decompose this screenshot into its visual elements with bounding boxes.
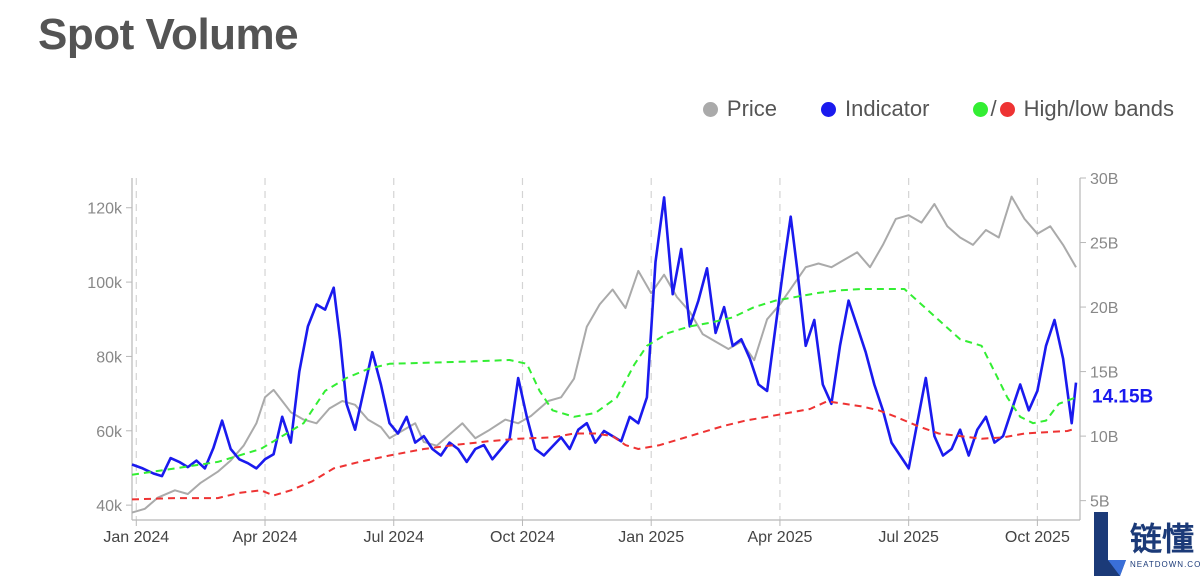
brand-watermark: 链懂 NEATDOWN.COM <box>1090 508 1200 581</box>
x-tick-label-7: Oct 2025 <box>1005 529 1070 546</box>
x-tick-label-2: Jul 2024 <box>363 529 424 546</box>
legend-separator: / <box>990 96 997 121</box>
y-right-tick-label-1: 25B <box>1090 236 1118 253</box>
y-left-tick-label-3: 60k <box>96 424 123 441</box>
y-left-tick-label-0: 120k <box>87 201 123 218</box>
label-layer: 120k 100k 80k 60k 40k 30B 25B 20B 15B 10B 5B Jan 20… <box>87 171 1153 546</box>
y-left-tick-label-4: 40k <box>96 498 123 515</box>
legend-label-bands: High/low bands <box>1023 96 1174 121</box>
series-indicator <box>131 196 1078 478</box>
y-left-tick-label-1: 100k <box>87 275 123 292</box>
legend-item-price[interactable]: Price <box>702 96 778 122</box>
series-high-band <box>131 288 1077 476</box>
brand-logo-icon <box>1094 512 1126 576</box>
legend-item-bands[interactable]: / High/low bands <box>973 96 1174 122</box>
x-tick-label-3: Oct 2024 <box>490 529 555 546</box>
x-tick-label-5: Apr 2025 <box>747 529 812 546</box>
y-right-tick-label-5: 5B <box>1090 494 1110 511</box>
legend-item-indicator[interactable]: Indicator <box>821 96 929 122</box>
brand-name: 链懂 <box>1130 520 1195 558</box>
legend-label-indicator: Indicator <box>845 96 930 121</box>
x-tick-label-0: Jan 2024 <box>103 529 169 546</box>
legend-dot-indicator <box>821 101 837 117</box>
series-price <box>131 195 1077 514</box>
grid-layer <box>135 178 1038 520</box>
legend-dot-low-band <box>999 101 1015 117</box>
legend-dot-price <box>702 101 718 117</box>
brand-domain: NEATDOWN.COM <box>1130 560 1200 569</box>
legend-dot-high-band <box>973 101 989 117</box>
y-right-tick-label-4: 10B <box>1090 429 1118 446</box>
legend-label-price: Price <box>726 96 778 121</box>
chart-title: Spot Volume <box>38 10 299 59</box>
axis-layer <box>126 177 1086 526</box>
y-right-tick-label-2: 20B <box>1090 300 1118 317</box>
x-tick-label-6: Jul 2025 <box>878 529 939 546</box>
x-tick-label-4: Jan 2025 <box>618 529 684 546</box>
x-tick-label-1: Apr 2024 <box>233 529 298 546</box>
last-value-annotation: 14.15B <box>1092 387 1153 408</box>
series-layer <box>131 195 1078 514</box>
y-right-tick-label-3: 15B <box>1090 365 1118 382</box>
y-left-tick-label-2: 80k <box>96 349 123 366</box>
series-low-band <box>131 400 1077 501</box>
legend: Price Indicator / High/low bands <box>659 96 1174 122</box>
y-right-tick-label-0: 30B <box>1090 171 1118 188</box>
